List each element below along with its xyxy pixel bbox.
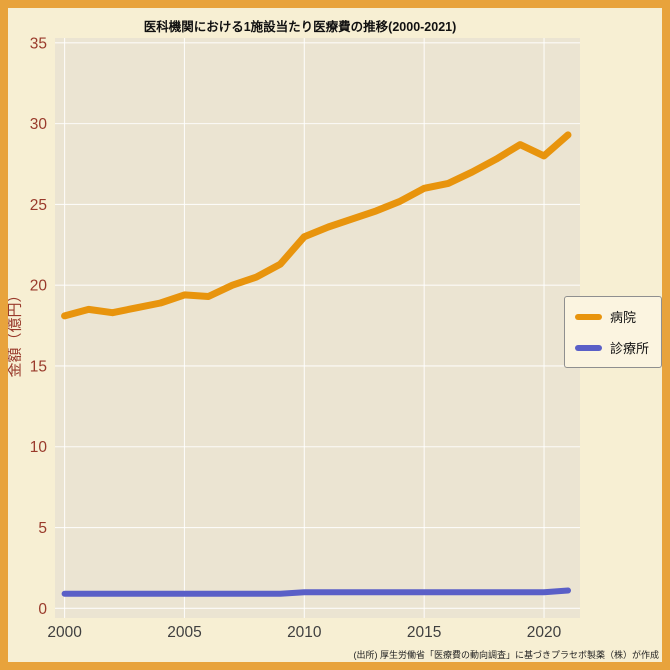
chart-canvas: 0 5 10 15 20 25 30 35 2000 2005 2010 2015 2020: [30, 35, 580, 641]
x-tick-label: 2020: [527, 624, 562, 641]
legend: 病院 診療所: [563, 296, 662, 368]
clinic-line-swatch: [574, 344, 602, 351]
x-tick-label: 2005: [167, 624, 201, 641]
x-tick-label: 2015: [407, 624, 441, 641]
source-note: (出所) 厚生労働省「医療費の動向調査」に基づきプラセボ製薬（株）が作成: [353, 650, 660, 660]
clinic-line: [61, 587, 571, 597]
legend-label-hospital: 病院: [609, 310, 636, 325]
legend-item-clinic: 診療所: [574, 338, 649, 357]
y-tick-label: 30: [30, 116, 48, 133]
chart-title: 医科機関における1施設当たり医療費の推移(2000-2021): [143, 20, 457, 34]
legend-item-hospital: 病院: [574, 307, 649, 326]
plot-area: [55, 38, 580, 618]
y-tick-label: 35: [30, 35, 47, 52]
x-tick-label: 2000: [47, 624, 82, 641]
y-tick-label: 0: [38, 601, 47, 618]
y-tick-label: 5: [38, 520, 47, 537]
legend-label-clinic: 診療所: [609, 341, 649, 356]
hospital-line: [61, 131, 572, 320]
y-tick-label: 20: [30, 278, 48, 295]
x-tick-label: 2010: [287, 624, 322, 641]
hospital-line-swatch: [574, 313, 602, 320]
y-tick-label: 25: [30, 197, 47, 214]
y-tick-label: 10: [30, 439, 48, 456]
y-tick-label: 15: [30, 358, 47, 375]
